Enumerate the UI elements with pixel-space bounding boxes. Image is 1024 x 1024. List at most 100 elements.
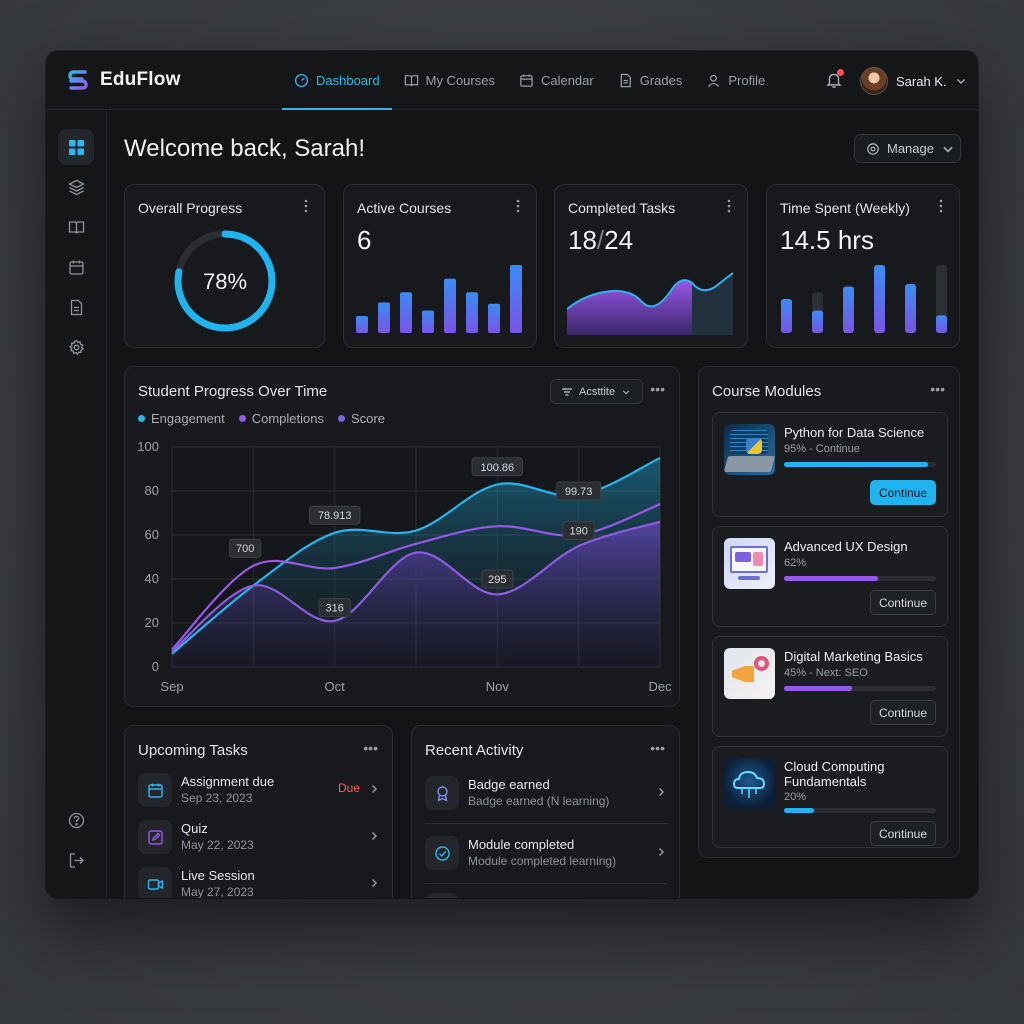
card-title: Time Spent (Weekly) — [780, 200, 910, 216]
y-tick-label: 0 — [152, 659, 159, 674]
time-spent-card: Time Spent (Weekly) 14.5 hrs — [766, 184, 960, 348]
more-horizontal-icon[interactable]: ••• — [650, 381, 665, 397]
more-horizontal-icon[interactable]: ••• — [650, 740, 665, 756]
data-label-box — [308, 505, 361, 525]
grid-icon — [68, 139, 84, 155]
sidebar-dashboard[interactable] — [58, 129, 94, 165]
task-date: May 27, 2023 — [181, 885, 254, 898]
book-icon — [68, 220, 84, 234]
task-item[interactable]: Quiz May 22, 2023 — [138, 816, 380, 860]
more-vertical-icon[interactable] — [939, 199, 943, 213]
chevron-right-icon — [372, 879, 377, 887]
nav-profile-label: Profile — [728, 73, 766, 88]
chart-filter-dropdown[interactable]: Acsttite — [550, 379, 643, 404]
module-item[interactable]: Cloud Computing Fundamentals 20% Continu… — [712, 746, 948, 848]
course-bar — [356, 316, 368, 333]
module-item[interactable]: Digital Marketing Basics 45% - Next: SEO… — [712, 636, 948, 737]
legend-score[interactable]: Score — [338, 411, 385, 426]
divider — [425, 823, 667, 824]
nav-profile[interactable]: Profile — [694, 51, 777, 110]
filter-icon — [562, 387, 572, 396]
legend-engagement[interactable]: Engagement — [138, 411, 225, 426]
user-menu[interactable]: Sarah K. — [860, 67, 967, 95]
continue-button[interactable]: Continue — [870, 480, 936, 505]
edit-icon — [138, 820, 172, 854]
remaining-area — [692, 273, 733, 335]
sidebar-library[interactable] — [58, 209, 94, 245]
video-icon — [138, 867, 172, 898]
help-icon — [68, 812, 84, 828]
manage-button[interactable]: Manage — [854, 134, 961, 163]
card-title: Active Courses — [357, 200, 452, 216]
more-horizontal-icon[interactable]: ••• — [930, 381, 945, 397]
more-vertical-icon[interactable] — [304, 199, 308, 213]
recent-activity-card: Recent Activity ••• Badge earned Badge e… — [411, 725, 680, 898]
completed-tasks-value: 18/24 — [568, 225, 634, 255]
data-label-box — [481, 569, 514, 589]
logo[interactable]: EduFlow — [64, 66, 181, 94]
legend-swatch — [338, 415, 345, 422]
marketing-thumbnail-icon — [724, 648, 775, 699]
chart-title: Student Progress Over Time — [138, 383, 328, 400]
badge-icon — [425, 776, 459, 810]
data-label-box — [229, 538, 262, 558]
time-bar — [843, 286, 854, 333]
continue-button[interactable]: Continue — [870, 590, 936, 615]
course-bar — [444, 278, 456, 333]
task-item[interactable]: Assignment due Sep 23, 2023 Due — [138, 769, 380, 813]
series-area-score — [172, 521, 660, 667]
legend-completions[interactable]: Completions — [238, 411, 324, 426]
activity-title: Recent Activity — [425, 742, 524, 759]
more-vertical-icon[interactable] — [516, 199, 520, 213]
sidebar-courses[interactable] — [58, 169, 94, 205]
gauge-icon — [294, 73, 309, 88]
module-item[interactable]: Advanced UX Design 62% Continue — [712, 526, 948, 627]
chart-filter-label: Acsttite — [579, 385, 616, 398]
module-progress-track — [784, 576, 936, 581]
tasks-title: Upcoming Tasks — [138, 742, 248, 759]
data-label: 99.73 — [565, 486, 593, 498]
gear-icon — [68, 339, 84, 355]
module-item[interactable]: Python for Data Science 95% - Continue C… — [712, 412, 948, 517]
sidebar-help[interactable] — [58, 802, 94, 838]
nav-calendar[interactable]: Calendar — [507, 51, 606, 110]
module-progress-fill — [784, 462, 929, 467]
course-modules-card: Course Modules ••• Python for Data Scien… — [698, 366, 960, 858]
module-status: 45% - Next: SEO — [784, 667, 868, 679]
sidebar-calendar[interactable] — [58, 249, 94, 285]
data-label: 100.86 — [481, 462, 515, 474]
more-horizontal-icon[interactable]: ••• — [363, 740, 378, 756]
bell-icon[interactable] — [825, 71, 843, 89]
continue-button[interactable]: Continue — [870, 700, 936, 725]
more-vertical-icon[interactable] — [727, 199, 731, 213]
course-bar — [378, 302, 390, 333]
avatar — [860, 67, 888, 95]
due-badge: Due — [337, 781, 360, 795]
sidebar-logout[interactable] — [58, 842, 94, 878]
sidebar-grades[interactable] — [58, 289, 94, 325]
legend-swatch — [138, 415, 145, 422]
module-progress-track — [784, 686, 936, 691]
data-label: 316 — [325, 603, 343, 615]
nav-my-courses[interactable]: My Courses — [392, 51, 507, 110]
time-bar — [936, 315, 947, 333]
book-icon — [404, 75, 418, 87]
layers-icon — [67, 179, 85, 195]
chevron-right-icon — [659, 788, 664, 796]
activity-item[interactable]: Badge earned Badge earned (N learning) — [425, 772, 667, 816]
nav-dashboard[interactable]: Dashboard — [282, 51, 392, 110]
course-bar — [510, 265, 522, 333]
module-status: 95% - Continue — [784, 443, 860, 455]
module-title: Advanced UX Design — [784, 539, 908, 554]
data-label-box — [562, 521, 595, 541]
activity-item[interactable]: Module completed Module completed learni… — [425, 832, 667, 876]
time-spent-bar-chart — [781, 265, 947, 333]
nav-grades[interactable]: Grades — [606, 51, 695, 110]
sidebar-settings[interactable] — [58, 329, 94, 365]
active-courses-bar-chart — [356, 265, 522, 333]
upcoming-tasks-card: Upcoming Tasks ••• Assignment due Sep 23… — [124, 725, 393, 898]
continue-button[interactable]: Continue — [870, 821, 936, 846]
completed-tasks-card: Completed Tasks 18/24 — [554, 184, 748, 348]
y-tick-label: 80 — [145, 483, 159, 498]
task-item[interactable]: Live Session May 27, 2023 — [138, 863, 380, 898]
